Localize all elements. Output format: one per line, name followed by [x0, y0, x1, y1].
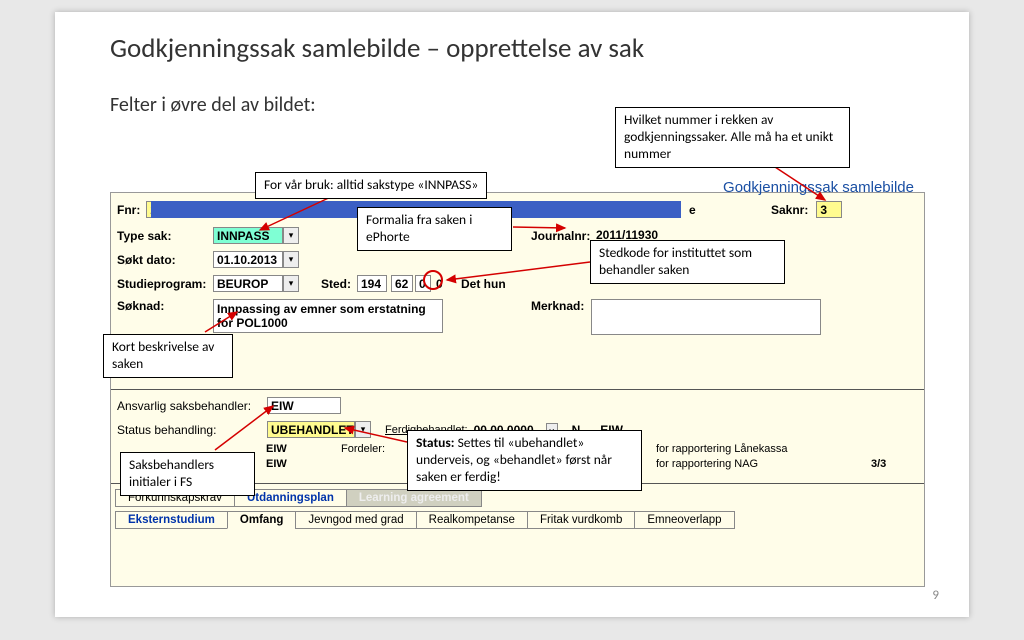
tab-omfang[interactable]: Omfang [227, 511, 296, 529]
slide-title: Godkjenningssak samlebilde – opprettelse… [55, 12, 969, 71]
status-beh-dropdown-icon[interactable]: ▾ [355, 421, 371, 438]
status-beh-field[interactable]: UBEHANDLET [267, 421, 355, 438]
callout-initialer: Saksbehandlers initialer i FS [120, 452, 255, 496]
callout-kort-beskrivelse: Kort beskrivelse av saken [103, 334, 233, 378]
app-window: Godkjenningssak samlebilde Fnr: 2 e Sakn… [110, 192, 925, 587]
ansvarlig-field[interactable]: EIW [267, 397, 341, 414]
merknad-label: Merknad: [531, 299, 584, 313]
app-window-title: Godkjenningssak samlebilde [723, 179, 914, 196]
type-sak-label: Type sak: [117, 229, 213, 243]
sokt-dato-label: Søkt dato: [117, 253, 213, 267]
soknad-label: Søknad: [117, 299, 213, 313]
eiw-small-2: EIW [266, 458, 287, 470]
saknr-row: Saknr: 3 [771, 201, 842, 218]
rapp-lanekassa: for rapportering Lånekassa [656, 443, 787, 455]
red-circle-icon [423, 270, 443, 290]
studieprogram-field[interactable]: BEUROP [213, 275, 283, 292]
ansvarlig-row: Ansvarlig saksbehandler: EIW [117, 397, 341, 414]
merknad-field[interactable] [591, 299, 821, 335]
tab-fritak[interactable]: Fritak vurdkomb [527, 511, 635, 529]
sted-2-field[interactable]: 62 [391, 275, 413, 292]
tab-learning-agreement[interactable]: Learning agreement [346, 489, 482, 507]
rapp-nag: for rapportering NAG [656, 458, 758, 470]
studieprogram-row: Studieprogram: BEUROP ▾ Sted: 194 62 0 0… [117, 275, 506, 292]
slide: Godkjenningssak samlebilde – opprettelse… [55, 12, 969, 617]
type-sak-field[interactable]: INNPASS [213, 227, 283, 244]
ansvarlig-label: Ansvarlig saksbehandler: [117, 399, 267, 413]
tab-eksternstudium[interactable]: Eksternstudium [115, 511, 228, 529]
sted-1-field[interactable]: 194 [357, 275, 387, 292]
eiw-small-1: EIW [266, 443, 287, 455]
studieprogram-dropdown-icon[interactable]: ▾ [283, 275, 299, 292]
saknr-field[interactable]: 3 [816, 201, 842, 218]
studieprogram-label: Studieprogram: [117, 277, 213, 291]
tab-realkompetanse[interactable]: Realkompetanse [416, 511, 528, 529]
sokt-dato-dropdown-icon[interactable]: ▾ [283, 251, 299, 268]
sokt-dato-row: Søkt dato: 01.10.2013 ▾ [117, 251, 299, 268]
fordeler-label: Fordeler: [341, 443, 385, 455]
sted-label: Sted: [321, 277, 351, 291]
tab-jevngod[interactable]: Jevngod med grad [295, 511, 416, 529]
soknad-field[interactable]: Innpassing av emner som erstatning for P… [213, 299, 443, 333]
fnr-label: Fnr: [117, 203, 140, 217]
sokt-dato-field[interactable]: 01.10.2013 [213, 251, 283, 268]
e-label: e [689, 203, 696, 217]
type-sak-dropdown-icon[interactable]: ▾ [283, 227, 299, 244]
status-beh-label: Status behandling: [117, 423, 267, 437]
callout-status: Status: Settes til «ubehandlet» undervei… [407, 430, 642, 491]
journalnr-label: Journalnr: [531, 229, 593, 243]
callout-ephorte: Formalia fra saken i ePhorte [357, 207, 512, 251]
type-sak-row: Type sak: INNPASS ▾ [117, 227, 299, 244]
callout-saknr: Hvilket nummer i rekken av godkjenningss… [615, 107, 850, 168]
tabs-row-2: Eksternstudium Omfang Jevngod med grad R… [115, 511, 734, 529]
tab-emneoverlapp[interactable]: Emneoverlapp [634, 511, 734, 529]
page-number: 9 [932, 588, 939, 603]
count-33: 3/3 [871, 458, 886, 470]
det-hun-label: Det hun [461, 277, 506, 291]
saknr-label: Saknr: [771, 203, 808, 217]
callout-stedkode: Stedkode for instituttet som behandler s… [590, 240, 785, 284]
soknad-row: Søknad: Innpassing av emner som erstatni… [117, 299, 443, 333]
callout-status-prefix: Status: [416, 434, 455, 451]
callout-innpass: For vår bruk: alltid sakstype «INNPASS» [255, 172, 487, 199]
